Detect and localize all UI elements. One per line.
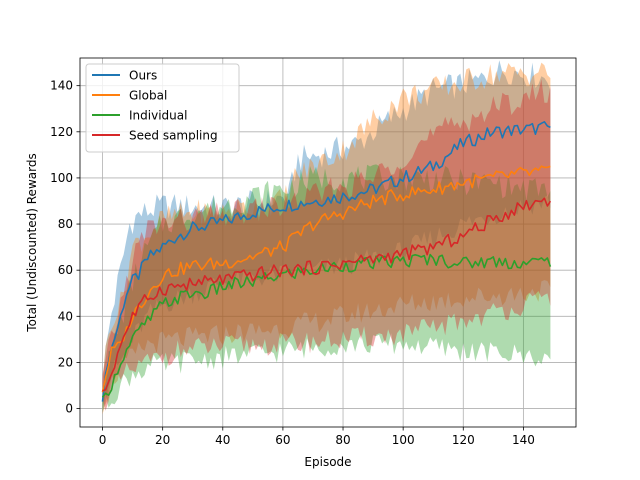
x-tick-label: 20: [155, 433, 170, 447]
legend-label-global: Global: [129, 89, 167, 103]
series-line-ours: [101, 121, 551, 402]
legend-label-seed-sampling: Seed sampling: [129, 129, 218, 143]
legend: Ours Global Individual Seed sampling: [85, 63, 240, 153]
band-seed-sampling: [102, 79, 551, 411]
x-tick-label: 0: [99, 433, 107, 447]
y-tick-label: 60: [58, 263, 73, 277]
x-axis-label: Episode: [304, 455, 351, 469]
y-axis-label: Total (Undiscounted) Rewards: [25, 153, 39, 332]
plot-area-frame: [79, 57, 577, 428]
confidence-bands: [102, 60, 551, 415]
y-tick-label: 140: [50, 79, 73, 93]
x-tick-label: 80: [335, 433, 350, 447]
legend-entries: Ours Global Individual Seed sampling: [92, 69, 218, 143]
y-tick-label: 40: [58, 309, 73, 323]
y-tick-label: 100: [50, 171, 73, 185]
band-individual: [102, 164, 551, 413]
band-ours: [102, 60, 551, 413]
series-line-seed-sampling: [102, 197, 552, 392]
x-tick-label: 40: [215, 433, 230, 447]
x-tick-label: 120: [452, 433, 475, 447]
x-tick-label: 100: [392, 433, 415, 447]
series-line-global: [101, 165, 551, 393]
series-lines: [101, 121, 552, 402]
legend-label-individual: Individual: [129, 109, 187, 123]
y-tick-label: 20: [58, 355, 73, 369]
series-line-individual: [101, 253, 552, 398]
x-tick-label: 60: [275, 433, 290, 447]
band-global: [102, 62, 551, 415]
y-tick-label: 120: [50, 125, 73, 139]
y-tick-label: 80: [58, 217, 73, 231]
x-tick-label: 140: [512, 433, 535, 447]
legend-label-ours: Ours: [129, 69, 157, 83]
y-tick-label: 0: [65, 402, 73, 416]
legend-box: [85, 63, 240, 153]
axis-ticks: 0 20 40 60 80 100 120 140 0 20 40 60 80 100 120 140: [50, 79, 535, 447]
